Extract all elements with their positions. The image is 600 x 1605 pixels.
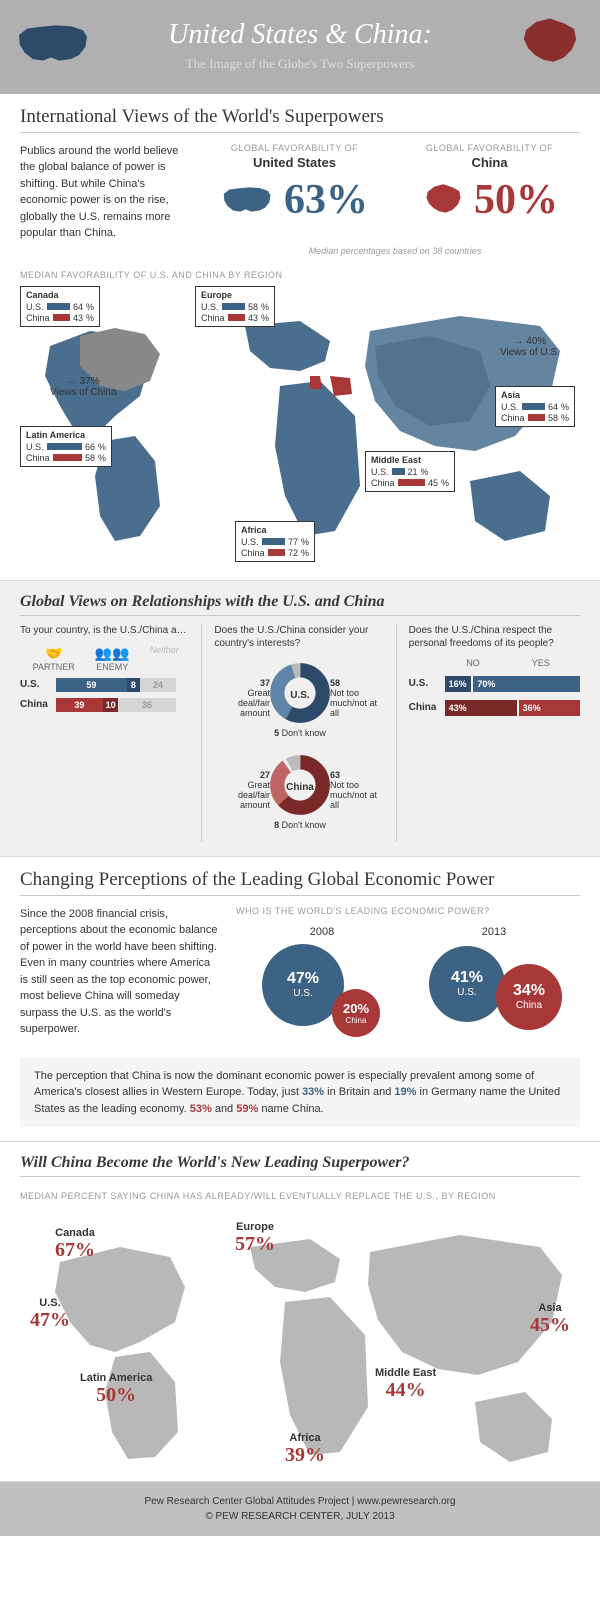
world-map-2-svg xyxy=(20,1207,580,1467)
replace-subtitle: MEDIAN PERCENT SAYING CHINA HAS ALREADY/… xyxy=(20,1191,580,1201)
gv-col-freedoms: Does the U.S./China respect the personal… xyxy=(409,624,580,842)
pe-row-us: U.S. 59 8 24 xyxy=(20,678,191,692)
lbl-canada: Canada67% xyxy=(55,1227,95,1261)
fav-country-us: United States xyxy=(204,155,385,170)
box-europe: Europe U.S.58% China43% xyxy=(195,286,275,327)
donut-china: 27Great deal/fair amount China 63Not too… xyxy=(215,750,385,830)
box-africa: Africa U.S.77% China72% xyxy=(235,521,315,562)
map1-subtitle: MEDIAN FAVORABILITY OF U.S. AND CHINA BY… xyxy=(20,270,580,280)
yn-row-china: China 43% 36% xyxy=(409,700,580,716)
note-views-us: → 40% Views of U.S. xyxy=(500,336,560,358)
eco-pair-2008: 47%U.S. 20%China xyxy=(252,944,392,1044)
section-economic-power: Changing Perceptions of the Leading Glob… xyxy=(0,857,600,1143)
lbl-mideast: Middle East44% xyxy=(375,1367,436,1401)
gv-col-interests: Does the U.S./China consider your countr… xyxy=(214,624,396,842)
lbl-asia: Asia45% xyxy=(530,1302,570,1336)
header-title: United States & China: xyxy=(20,18,580,52)
perception-note: The perception that China is now the dom… xyxy=(20,1058,580,1128)
eco-title: Changing Perceptions of the Leading Glob… xyxy=(20,869,580,896)
china-mini-icon xyxy=(421,181,466,219)
fav-pct-china: 50% xyxy=(474,176,558,224)
fav-label-us-1: GLOBAL FAVORABILITY OF xyxy=(204,143,385,153)
favorability-china-block: GLOBAL FAVORABILITY OF China 50% xyxy=(399,143,580,224)
section-global-views: Global Views on Relationships with the U… xyxy=(0,581,600,857)
yn-row-us: U.S. 16% 70% xyxy=(409,676,580,692)
eco-year-2008: 2008 xyxy=(310,926,334,938)
box-latin-america: Latin America U.S.66% China58% xyxy=(20,426,112,467)
fav-pct-us: 63% xyxy=(284,176,368,224)
lbl-latam: Latin America50% xyxy=(80,1372,152,1406)
usa-mini-icon xyxy=(221,182,276,217)
intro-text: Publics around the world believe the glo… xyxy=(20,143,190,242)
pe-row-china: China 39 10 36 xyxy=(20,698,191,712)
gv-col-partner: To your country, is the U.S./China a… 🤝P… xyxy=(20,624,202,842)
footer-line1: Pew Research Center Global Attitudes Pro… xyxy=(14,1496,586,1507)
footer: Pew Research Center Global Attitudes Pro… xyxy=(0,1482,600,1536)
gv-title: Global Views on Relationships with the U… xyxy=(20,593,580,616)
eco-charts: WHO IS THE WORLD'S LEADING ECONOMIC POWE… xyxy=(236,906,580,1044)
lbl-us: U.S.47% xyxy=(30,1297,70,1331)
box-canada: Canada U.S.64% China43% xyxy=(20,286,100,327)
yn-header: NO YES xyxy=(445,658,580,668)
lbl-africa: Africa39% xyxy=(285,1432,325,1466)
favorability-us-block: GLOBAL FAVORABILITY OF United States 63% xyxy=(204,143,385,224)
header-banner: United States & China: The Image of the … xyxy=(0,0,600,94)
replace-title: Will China Become the World's New Leadin… xyxy=(20,1154,580,1177)
fav-label-cn-1: GLOBAL FAVORABILITY OF xyxy=(399,143,580,153)
header-subtitle: The Image of the Globe's Two Superpowers xyxy=(20,56,580,72)
fav-country-china: China xyxy=(399,155,580,170)
usa-silhouette-icon xyxy=(15,18,95,68)
section-replace-superpower: Will China Become the World's New Leadin… xyxy=(0,1142,600,1482)
box-asia: Asia U.S.64% China58% xyxy=(495,386,575,427)
lbl-europe: Europe57% xyxy=(235,1221,275,1255)
world-map-favorability: Canada U.S.64% China43% Europe U.S.58% C… xyxy=(20,286,580,566)
eco-text: Since the 2008 financial crisis, percept… xyxy=(20,906,220,1044)
eco-pair-2013: 41%U.S. 34%China xyxy=(424,944,564,1044)
section-international-views: International Views of the World's Super… xyxy=(0,94,600,581)
donut-us: 37Great deal/fair amount U.S. 58Not too … xyxy=(215,658,385,738)
fav-footnote: Median percentages based on 38 countries xyxy=(210,246,580,256)
note-views-china: ← 37% Views of China xyxy=(50,376,117,398)
section1-title: International Views of the World's Super… xyxy=(20,106,580,133)
china-silhouette-icon xyxy=(515,15,585,70)
world-map-replace: Canada67% U.S.47% Europe57% Latin Americ… xyxy=(20,1207,580,1467)
eco-question: WHO IS THE WORLD'S LEADING ECONOMIC POWE… xyxy=(236,906,580,916)
pe-header: 🤝PARTNER 👥👥ENEMY Neither xyxy=(20,645,191,672)
eco-year-2013: 2013 xyxy=(482,926,506,938)
box-middle-east: Middle East U.S.21% China45% xyxy=(365,451,455,492)
footer-line2: © PEW RESEARCH CENTER, JULY 2013 xyxy=(14,1511,586,1522)
